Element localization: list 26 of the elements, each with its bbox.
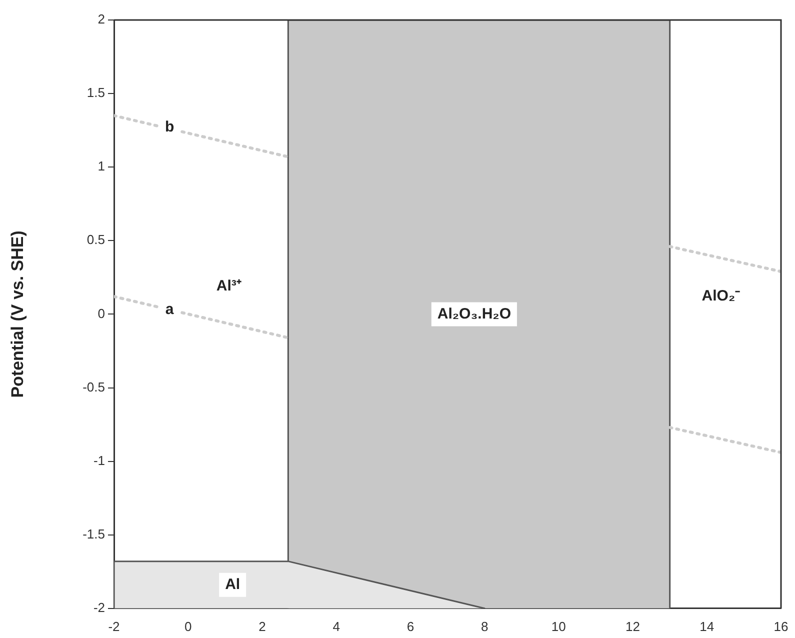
y-tick-label: 2 xyxy=(98,12,105,27)
x-tick-label: 14 xyxy=(700,618,714,634)
annotation: Al³⁺ xyxy=(216,277,242,294)
y-tick-label: -1 xyxy=(93,452,105,468)
y-tick-label: -0.5 xyxy=(82,379,105,394)
y-tick-label: 0.5 xyxy=(86,232,105,248)
x-tick-label: -2 xyxy=(108,618,120,634)
x-tick-label: 0 xyxy=(184,618,192,634)
y-tick-label: 1 xyxy=(98,158,105,174)
y-tick-label: -2 xyxy=(93,600,105,615)
annotation: AlO₂⁻ xyxy=(702,288,740,305)
x-tick-label: 4 xyxy=(332,618,340,634)
annotation: a xyxy=(165,300,174,318)
y-tick-label: 0 xyxy=(98,306,105,321)
x-tick-label: 6 xyxy=(406,618,414,634)
x-tick-label: 2 xyxy=(258,618,266,634)
x-tick-label: 10 xyxy=(551,618,566,634)
annotation: Al xyxy=(225,576,240,594)
y-tick-label: -1.5 xyxy=(82,526,105,542)
annotation: Al₂O₃.H₂O xyxy=(437,305,512,322)
x-tick-label: 8 xyxy=(480,618,488,634)
x-tick-label: 12 xyxy=(626,618,640,634)
y-tick-label: 1.5 xyxy=(86,85,105,100)
y-axis-title: Potential (V vs. SHE) xyxy=(8,230,27,398)
x-tick-label: 16 xyxy=(774,618,788,634)
annotation: b xyxy=(164,118,174,136)
